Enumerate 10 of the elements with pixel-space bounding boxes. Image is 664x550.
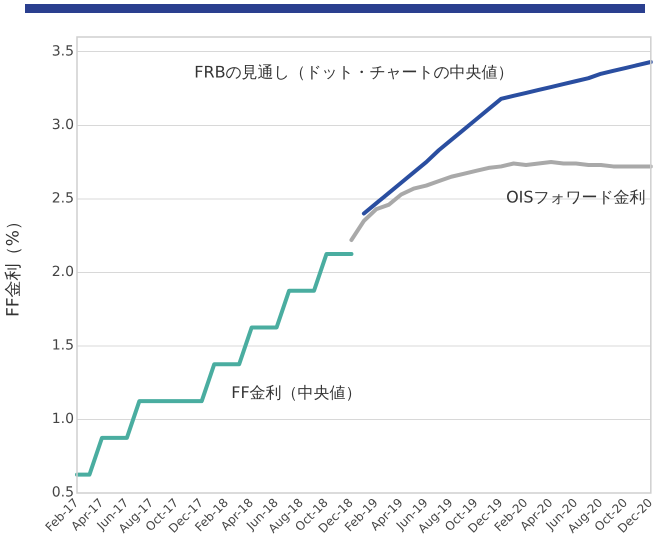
y-tick-label: 1.0 bbox=[52, 411, 74, 428]
series-label: FRBの見通し（ドット・チャートの中央値） bbox=[194, 62, 514, 82]
series-label: FF金利（中央値） bbox=[231, 383, 362, 402]
y-axis-title: FF金利（%） bbox=[4, 213, 24, 317]
y-tick-label: 3.5 bbox=[52, 43, 74, 60]
y-tick-label: 2.0 bbox=[52, 264, 74, 280]
y-tick-label: 3.0 bbox=[52, 116, 74, 133]
y-tick-label: 1.5 bbox=[52, 338, 74, 354]
series-label: OISフォワード金利 bbox=[506, 188, 646, 207]
y-tick-label: 2.5 bbox=[52, 190, 74, 206]
